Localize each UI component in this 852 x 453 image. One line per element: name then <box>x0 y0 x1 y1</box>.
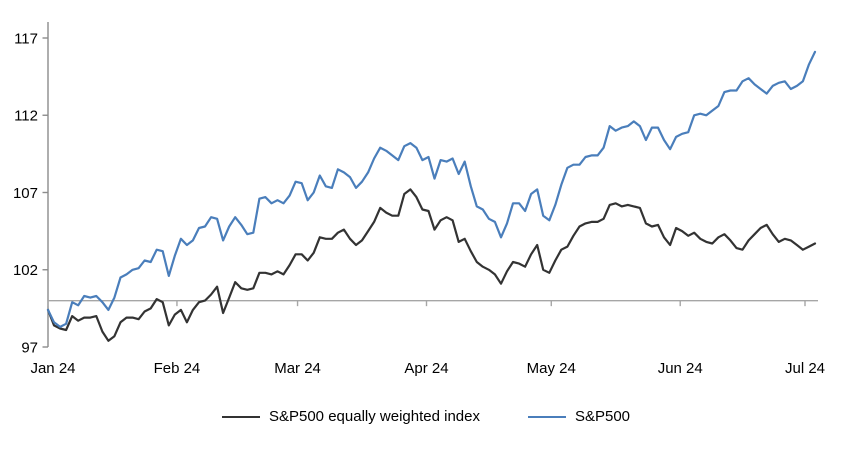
legend-label-sp500-equal-weight: S&P500 equally weighted index <box>268 408 480 425</box>
series-line-sp500 <box>46 50 817 328</box>
legend-item-sp500-equal-weight: S&P500 equally weighted index <box>221 408 480 425</box>
x-tick-label: Jul 24 <box>785 360 825 377</box>
y-tick-label: 107 <box>13 185 38 202</box>
y-tick-label: 117 <box>14 30 38 47</box>
series-lines <box>46 50 817 342</box>
y-tick-label: 112 <box>14 108 38 125</box>
x-tick-label: Jun 24 <box>658 360 703 377</box>
x-axis-baseline <box>47 299 818 307</box>
series-line-sp500-equal-weight <box>46 188 817 342</box>
legend-line-swatch-blue <box>527 415 566 418</box>
legend-label-sp500: S&P500 <box>574 408 631 425</box>
x-tick-label: May 24 <box>527 360 576 377</box>
x-tick-label: Mar 24 <box>274 360 321 377</box>
legend: S&P500 equally weighted index S&P500 <box>0 408 852 425</box>
x-tick-label: Apr 24 <box>404 360 448 377</box>
x-tick-label: Feb 24 <box>154 360 201 377</box>
y-axis <box>42 22 49 348</box>
axis-labels: 97 102 107 112 117 Jan 24 Feb 24 Mar 24 Apr 24 Ma… <box>13 30 825 377</box>
y-tick-label: 97 <box>21 339 38 356</box>
x-tick-label: Jan 24 <box>30 360 75 377</box>
y-tick-label: 102 <box>13 262 38 279</box>
legend-item-sp500: S&P500 <box>527 408 631 425</box>
line-chart: 97 102 107 112 117 Jan 24 Feb 24 Mar 24 Apr 24 Ma… <box>13 22 825 377</box>
legend-line-swatch-black <box>221 415 260 418</box>
